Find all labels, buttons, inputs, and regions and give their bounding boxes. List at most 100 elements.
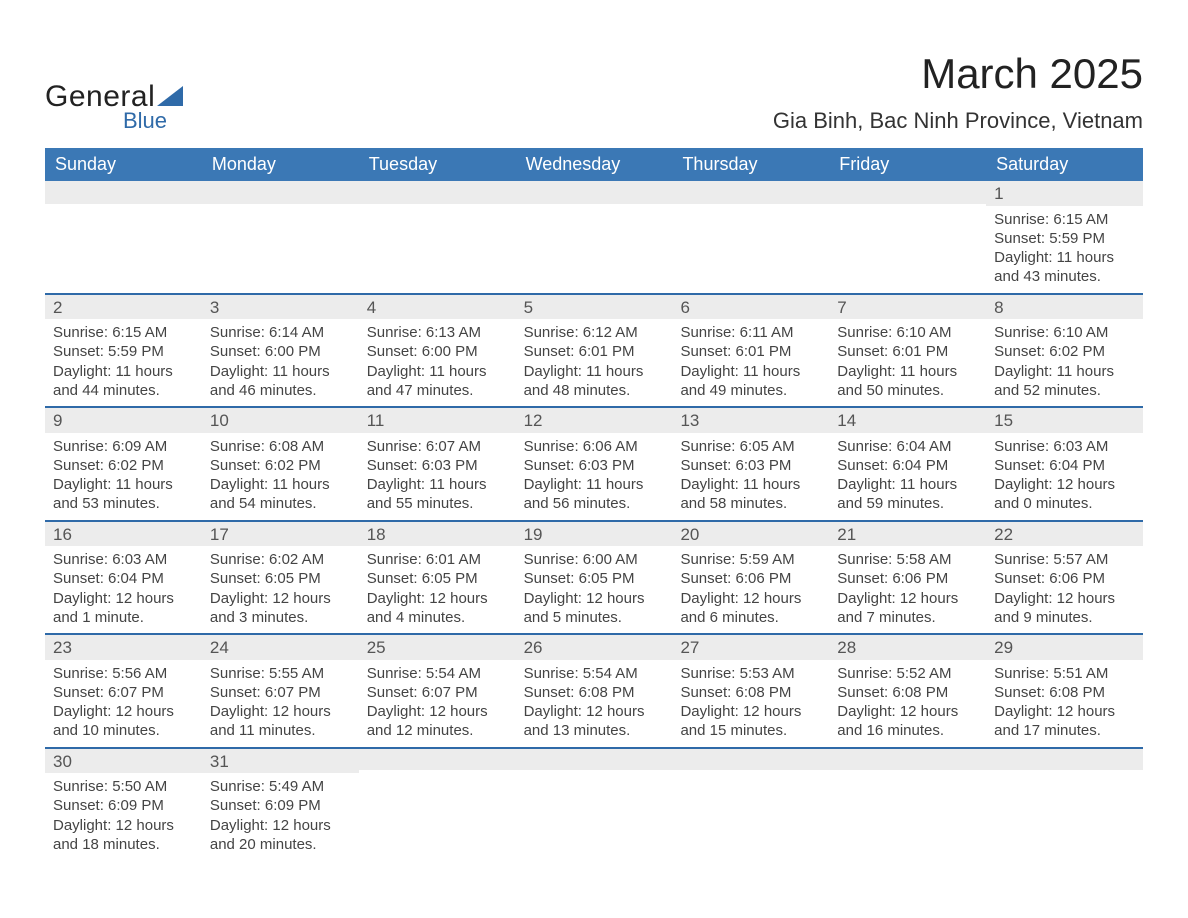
day-number: 17 (202, 520, 359, 547)
daylight-line: Daylight: 12 hours (53, 816, 194, 835)
sunrise-line: Sunrise: 6:05 AM (680, 437, 821, 456)
daylight-line: Daylight: 12 hours (53, 589, 194, 608)
sunset-line: Sunset: 6:00 PM (367, 342, 508, 361)
day-cell: 4Sunrise: 6:13 AMSunset: 6:00 PMDaylight… (359, 293, 516, 407)
day-number: 30 (45, 747, 202, 774)
day-number: 6 (672, 293, 829, 320)
sunset-line: Sunset: 6:04 PM (994, 456, 1135, 475)
sunrise-line: Sunrise: 5:51 AM (994, 664, 1135, 683)
sunset-line: Sunset: 6:00 PM (210, 342, 351, 361)
daylight-line: Daylight: 12 hours (53, 702, 194, 721)
daylight-line: and 9 minutes. (994, 608, 1135, 627)
daylight-line: Daylight: 12 hours (367, 702, 508, 721)
sunset-line: Sunset: 6:05 PM (210, 569, 351, 588)
daylight-line: and 11 minutes. (210, 721, 351, 740)
day-number: 28 (829, 633, 986, 660)
day-number: 29 (986, 633, 1143, 660)
daylight-line: and 50 minutes. (837, 381, 978, 400)
daylight-line: and 12 minutes. (367, 721, 508, 740)
day-number: 21 (829, 520, 986, 547)
day-number: 26 (516, 633, 673, 660)
day-number (829, 747, 986, 770)
weekday-header: Friday (829, 148, 986, 181)
day-number (829, 181, 986, 204)
sunrise-line: Sunrise: 6:15 AM (994, 210, 1135, 229)
logo: General Blue (45, 50, 183, 134)
day-cell (202, 181, 359, 293)
day-number: 3 (202, 293, 359, 320)
day-cell: 14Sunrise: 6:04 AMSunset: 6:04 PMDayligh… (829, 406, 986, 520)
weekday-header: Monday (202, 148, 359, 181)
daylight-line: Daylight: 11 hours (53, 475, 194, 494)
day-number: 16 (45, 520, 202, 547)
day-cell (359, 181, 516, 293)
sunrise-line: Sunrise: 6:03 AM (994, 437, 1135, 456)
day-cell (516, 181, 673, 293)
sunrise-line: Sunrise: 6:04 AM (837, 437, 978, 456)
sunset-line: Sunset: 6:02 PM (994, 342, 1135, 361)
daylight-line: Daylight: 12 hours (524, 589, 665, 608)
week-row: 16Sunrise: 6:03 AMSunset: 6:04 PMDayligh… (45, 520, 1143, 634)
daylight-line: and 7 minutes. (837, 608, 978, 627)
day-cell: 12Sunrise: 6:06 AMSunset: 6:03 PMDayligh… (516, 406, 673, 520)
day-cell (672, 181, 829, 293)
day-number (672, 181, 829, 204)
daylight-line: Daylight: 11 hours (524, 475, 665, 494)
daylight-line: Daylight: 12 hours (210, 589, 351, 608)
day-cell: 1Sunrise: 6:15 AMSunset: 5:59 PMDaylight… (986, 181, 1143, 293)
sunset-line: Sunset: 5:59 PM (994, 229, 1135, 248)
sunset-line: Sunset: 6:08 PM (680, 683, 821, 702)
day-number: 1 (986, 181, 1143, 206)
daylight-line: Daylight: 12 hours (210, 816, 351, 835)
day-cell (359, 747, 516, 861)
day-cell: 31Sunrise: 5:49 AMSunset: 6:09 PMDayligh… (202, 747, 359, 861)
daylight-line: Daylight: 11 hours (210, 362, 351, 381)
daylight-line: and 6 minutes. (680, 608, 821, 627)
header-row: General Blue March 2025 Gia Binh, Bac Ni… (45, 50, 1143, 134)
daylight-line: Daylight: 11 hours (524, 362, 665, 381)
week-row: 30Sunrise: 5:50 AMSunset: 6:09 PMDayligh… (45, 747, 1143, 861)
sunset-line: Sunset: 6:01 PM (837, 342, 978, 361)
day-cell: 17 Sunrise: 6:02 AMSunset: 6:05 PMDayligh… (202, 520, 359, 634)
daylight-line: and 56 minutes. (524, 494, 665, 513)
day-number: 4 (359, 293, 516, 320)
day-number (359, 747, 516, 770)
day-cell (829, 181, 986, 293)
daylight-line: and 13 minutes. (524, 721, 665, 740)
day-number: 7 (829, 293, 986, 320)
sunrise-line: Sunrise: 6:02 AM (210, 550, 351, 569)
day-cell (516, 747, 673, 861)
day-cell: 29Sunrise: 5:51 AMSunset: 6:08 PMDayligh… (986, 633, 1143, 747)
day-number: 15 (986, 406, 1143, 433)
day-cell: 13Sunrise: 6:05 AMSunset: 6:03 PMDayligh… (672, 406, 829, 520)
day-number: 9 (45, 406, 202, 433)
weekday-header: Thursday (672, 148, 829, 181)
location-subtitle: Gia Binh, Bac Ninh Province, Vietnam (773, 108, 1143, 134)
weekday-header: Saturday (986, 148, 1143, 181)
sunset-line: Sunset: 6:07 PM (367, 683, 508, 702)
title-block: March 2025 Gia Binh, Bac Ninh Province, … (773, 50, 1143, 134)
sunrise-line: Sunrise: 6:07 AM (367, 437, 508, 456)
daylight-line: and 44 minutes. (53, 381, 194, 400)
sunset-line: Sunset: 6:04 PM (837, 456, 978, 475)
day-cell: 5Sunrise: 6:12 AMSunset: 6:01 PMDaylight… (516, 293, 673, 407)
sunset-line: Sunset: 6:02 PM (210, 456, 351, 475)
day-number: 2 (45, 293, 202, 320)
day-cell: 15Sunrise: 6:03 AMSunset: 6:04 PMDayligh… (986, 406, 1143, 520)
day-cell: 10Sunrise: 6:08 AMSunset: 6:02 PMDayligh… (202, 406, 359, 520)
week-row: 1Sunrise: 6:15 AMSunset: 5:59 PMDaylight… (45, 181, 1143, 293)
sunrise-line: Sunrise: 5:54 AM (367, 664, 508, 683)
sunrise-line: Sunrise: 5:50 AM (53, 777, 194, 796)
sunset-line: Sunset: 6:08 PM (837, 683, 978, 702)
day-cell: 19Sunrise: 6:00 AMSunset: 6:05 PMDayligh… (516, 520, 673, 634)
daylight-line: and 10 minutes. (53, 721, 194, 740)
daylight-line: Daylight: 11 hours (837, 362, 978, 381)
sunset-line: Sunset: 6:06 PM (994, 569, 1135, 588)
sunrise-line: Sunrise: 6:01 AM (367, 550, 508, 569)
sunrise-line: Sunrise: 5:53 AM (680, 664, 821, 683)
day-number: 8 (986, 293, 1143, 320)
day-number: 18 (359, 520, 516, 547)
day-number: 22 (986, 520, 1143, 547)
day-number: 12 (516, 406, 673, 433)
daylight-line: and 17 minutes. (994, 721, 1135, 740)
